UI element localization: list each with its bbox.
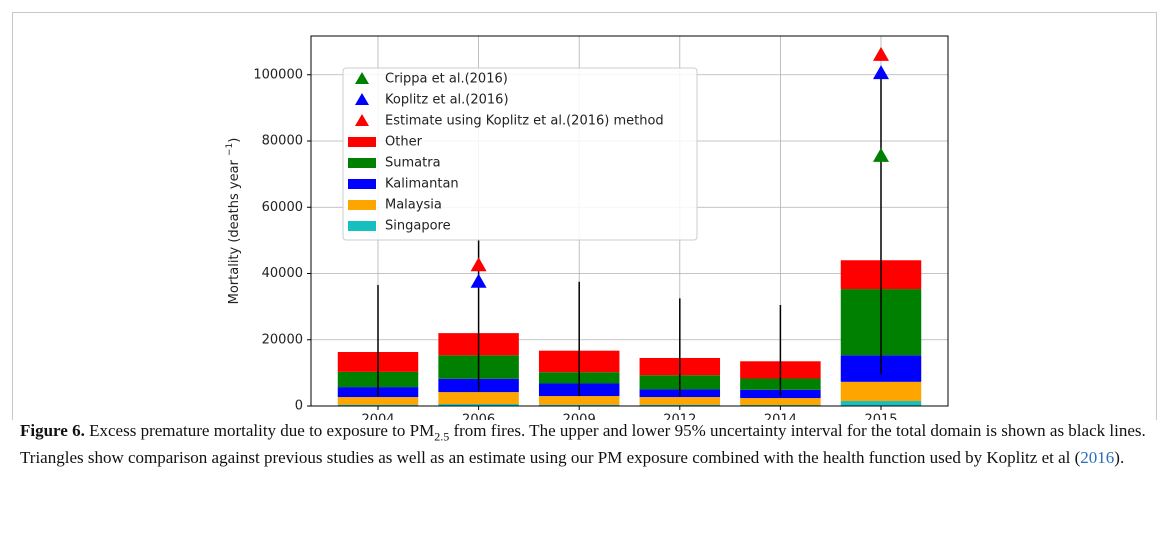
x-tick-label: 2014 — [764, 413, 797, 421]
caption-sub: 2.5 — [434, 429, 450, 444]
bar-segment — [840, 381, 922, 402]
legend-label: Koplitz et al.(2016) — [385, 93, 509, 108]
legend-box — [342, 67, 698, 241]
triangle-marker — [873, 147, 889, 162]
y-tick-label: 60000 — [262, 200, 303, 215]
legend-marker — [355, 72, 369, 84]
x-tick-label: 2004 — [361, 413, 394, 421]
caption-text: from fires. The upper and lower 95% unce… — [20, 421, 1146, 468]
caption-text: Excess premature mortality due to exposu… — [84, 421, 435, 440]
bar-segment — [740, 398, 821, 406]
legend-label: Other — [385, 135, 423, 150]
bar-segment — [438, 392, 519, 405]
legend-swatch — [348, 137, 376, 147]
legend-swatch — [348, 221, 376, 231]
bar-segment — [337, 404, 419, 406]
caption: Figure 6. Excess premature mortality due… — [20, 420, 1150, 469]
y-axis-label: Mortality (deaths year −1) — [225, 138, 242, 305]
y-label-text: Mortality (deaths year — [227, 156, 242, 304]
legend-marker — [355, 93, 369, 105]
x-tick-label: 2012 — [663, 413, 696, 421]
x-tick-label: 2015 — [864, 413, 897, 421]
legend-swatch — [348, 200, 376, 210]
legend-swatch — [348, 179, 376, 189]
x-tick-label: 2006 — [462, 413, 495, 421]
y-label-end: ) — [227, 138, 242, 143]
legend-label: Estimate using Koplitz et al.(2016) meth… — [385, 114, 664, 129]
chart: Mortality (deaths year −1) 0 20000 40000 60… — [12, 12, 1157, 421]
y-tick-label: 80000 — [262, 134, 303, 149]
bar-segment — [639, 397, 721, 405]
bar-segment — [438, 404, 519, 406]
legend-swatch — [348, 158, 376, 168]
y-tick-label: 100000 — [253, 67, 303, 82]
legend: Crippa et al.(2016) Koplitz et al.(2016) E… — [342, 67, 698, 241]
bar-segment — [639, 404, 721, 406]
x-tick-label: 2009 — [563, 413, 596, 421]
plot-frame — [310, 35, 949, 407]
bar-segment — [337, 397, 419, 405]
y-label-sup: −1 — [225, 143, 235, 156]
caption-label: Figure 6. — [20, 421, 85, 440]
legend-label: Kalimantan — [385, 177, 459, 192]
bar-segment — [538, 396, 620, 405]
legend-label: Malaysia — [385, 198, 442, 213]
triangle-marker — [470, 273, 487, 288]
legend-label: Crippa et al.(2016) — [385, 72, 508, 87]
bar-segment — [840, 401, 922, 406]
y-tick-label: 0 — [295, 399, 303, 414]
triangle-marker — [873, 46, 889, 61]
legend-label: Sumatra — [385, 156, 441, 171]
bar-segment — [538, 404, 620, 406]
legend-marker — [355, 114, 369, 126]
triangle-marker — [873, 65, 889, 80]
caption-link[interactable]: 2016 — [1080, 448, 1115, 468]
figure-frame — [12, 12, 1157, 420]
caption-text: ). — [1114, 448, 1125, 468]
y-tick-label: 20000 — [262, 332, 303, 347]
y-tick-label: 40000 — [262, 266, 303, 281]
legend-label: Singapore — [385, 219, 451, 234]
triangle-marker — [470, 257, 487, 272]
